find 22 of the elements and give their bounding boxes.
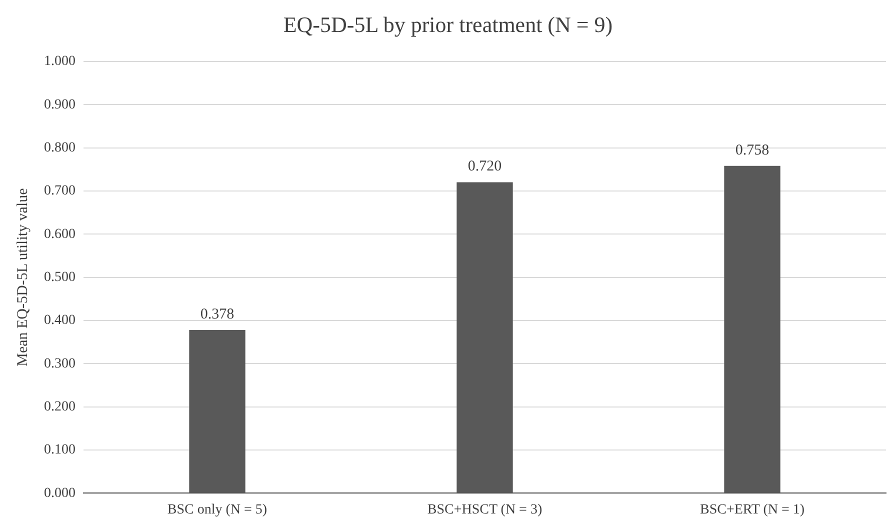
y-tick-label: 0.700 <box>44 184 76 199</box>
y-axis-title: Mean EQ-5D-5L utility value <box>14 188 31 366</box>
bar <box>456 182 513 493</box>
y-tick-label: 0.800 <box>44 140 76 156</box>
bar <box>724 166 780 493</box>
chart-title: EQ-5D-5L by prior treatment (N = 9) <box>283 12 613 37</box>
y-tick-label: 0.000 <box>44 486 76 501</box>
y-tick-label: 0.100 <box>44 442 76 458</box>
x-tick-label: BSC+HSCT (N = 3) <box>427 502 542 518</box>
bar <box>189 330 246 493</box>
y-tick-label: 0.200 <box>44 400 76 415</box>
y-tick-label: 1.000 <box>44 54 76 70</box>
x-tick-label: BSC only (N = 5) <box>167 502 268 518</box>
data-label: 0.378 <box>200 306 234 322</box>
y-tick-label: 0.400 <box>44 313 76 328</box>
y-tick-label: 0.300 <box>44 356 76 372</box>
x-tick-label: BSC+ERT (N = 1) <box>700 502 805 518</box>
y-tick-label: 0.600 <box>44 226 76 242</box>
y-tick-label: 0.500 <box>44 270 76 285</box>
data-label: 0.720 <box>468 158 502 175</box>
y-tick-label: 0.900 <box>44 97 76 112</box>
data-label: 0.758 <box>735 142 770 158</box>
